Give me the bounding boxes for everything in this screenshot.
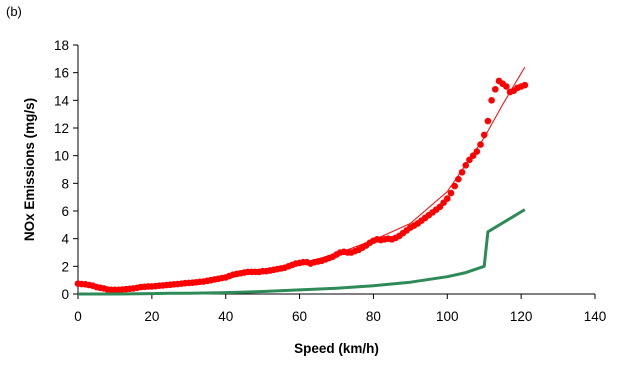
x-tick-label: 20: [144, 309, 159, 324]
x-tick-label: 40: [218, 309, 233, 324]
scatter-point: [473, 148, 481, 155]
scatter-point: [443, 195, 451, 202]
scatter-point: [488, 97, 495, 104]
scatter-point: [503, 83, 510, 90]
y-tick-label: 18: [54, 38, 69, 53]
y-tick-label: 16: [54, 66, 69, 81]
trendline: [77, 66, 526, 290]
y-tick-label: 4: [61, 232, 69, 247]
x-tick-label: 80: [366, 309, 381, 324]
x-tick-label: 60: [292, 309, 307, 324]
scatter-point: [458, 168, 466, 176]
x-tick-label: 140: [584, 309, 607, 324]
x-axis-title: Speed (km/h): [294, 341, 379, 356]
series-layer: [74, 66, 529, 296]
axes: 0 2 4 6 8 10 12 14 16 18 0 20 40 60 80 100 120 140: [54, 38, 606, 324]
y-axis-title: NOx Emissions (mg/s): [22, 98, 37, 241]
panel-label: (b): [6, 4, 22, 19]
scatter-point: [521, 81, 529, 89]
y-tick-label: 2: [61, 259, 69, 274]
scatter-point: [447, 189, 455, 197]
y-tick-label: 8: [61, 176, 69, 191]
y-tick-label: 0: [61, 287, 69, 302]
scatter-point: [480, 131, 488, 139]
scatter-point: [484, 117, 492, 125]
x-tick-label: 100: [436, 309, 459, 324]
y-tick-label: 14: [54, 93, 70, 108]
scatter-point: [491, 85, 499, 93]
y-tick-label: 6: [61, 204, 69, 219]
green-series-line: [78, 208, 526, 296]
x-tick-label: 0: [74, 309, 82, 324]
x-tick-label: 120: [510, 309, 533, 324]
scatter-point: [451, 182, 458, 190]
y-tick-label: 12: [54, 121, 69, 136]
y-tick-label: 10: [54, 149, 69, 164]
